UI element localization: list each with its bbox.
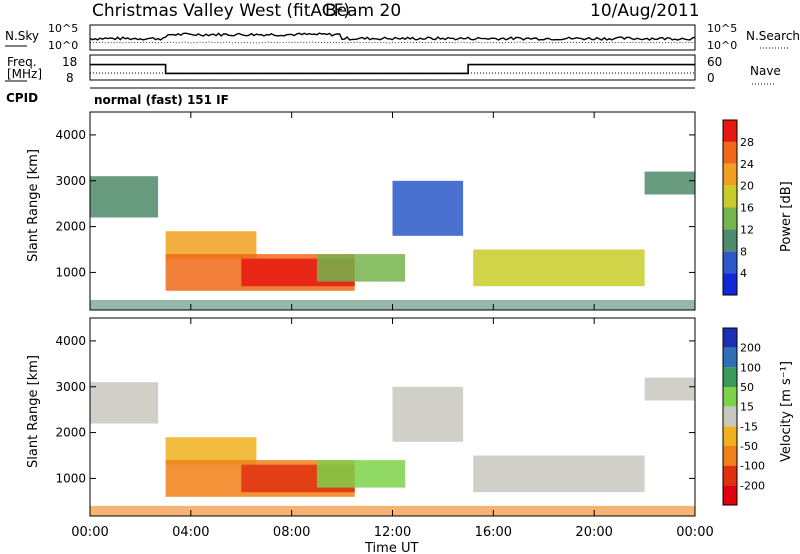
velocity-colorbar-swatch-3: [723, 387, 737, 407]
power-colorbar-frame: [722, 119, 738, 296]
power-echo-region-4: [316, 254, 406, 282]
power-colorbar-swatch-7: [723, 120, 737, 142]
power-colorbar-tick-5: 24: [740, 158, 754, 171]
velocity-colorbar-swatch-7: [723, 465, 737, 486]
cpid-label: CPID: [6, 91, 38, 105]
power-colorbar-swatch-5: [723, 163, 737, 186]
xtick-label-5: 20:00: [575, 525, 612, 540]
freq-tick-top: 18: [62, 55, 77, 69]
velocity-echo-region-5: [392, 386, 464, 442]
beam-label: Beam 20: [325, 1, 401, 21]
noise-traces: [89, 32, 696, 44]
noise-right-label: N.Search: [746, 29, 800, 43]
power-colorbar-swatch-2: [723, 229, 737, 252]
freq-panel-frame: [89, 54, 696, 81]
velocity-yaxis: 1000 2000 3000 4000: [55, 334, 695, 485]
velocity-colorbar-swatch-4: [723, 406, 737, 427]
velocity-colorbar-frame: [722, 327, 738, 506]
velocity-colorbar-swatch-5: [723, 426, 737, 446]
velocity-ytick-label-2: 3000: [55, 380, 86, 394]
time-axis: 00:00 04:00 08:00 12:00 16:00 20:00 00:00: [71, 112, 714, 540]
nave-tick-bottom: 0: [707, 71, 715, 85]
velocity-echo-region-0: [90, 382, 159, 424]
power-echo-region-7: [644, 171, 695, 195]
power-ytick-label-2: 3000: [55, 174, 86, 188]
xtick-label-6: 00:00: [676, 525, 713, 540]
xaxis-label: Time UT: [364, 541, 418, 554]
xtick-label-1: 04:00: [172, 525, 209, 540]
velocity-echo-region-4: [316, 460, 406, 488]
power-colorbar-swatch-3: [723, 207, 737, 230]
velocity-colorbar-tick-3: 15: [740, 401, 754, 414]
power-ylabel: Slant Range [km]: [26, 149, 41, 262]
noise-sky-trace: [89, 32, 696, 41]
velocity-colorbar-tick-1: 100: [740, 361, 761, 374]
power-colorbar-tick-3: 16: [740, 202, 754, 215]
power-ytick-label-0: 1000: [55, 265, 86, 279]
power-colorbar-tick-4: 20: [740, 180, 754, 193]
velocity-ytick-label-1: 2000: [55, 426, 86, 440]
station-title: Christmas Valley West (fitACF): [92, 1, 350, 21]
xtick-label-4: 16:00: [475, 525, 512, 540]
velocity-colorbar-tick-0: 200: [740, 342, 761, 355]
noise-right-tick-top: 10^5: [707, 22, 737, 35]
power-echo-region-0: [90, 176, 159, 218]
freq-step-line: [90, 63, 695, 75]
power-colorbar-swatch-0: [723, 273, 737, 295]
noise-left-tick-bottom: 10^0: [48, 39, 78, 52]
date-label: 10/Aug/2011: [590, 1, 700, 21]
freq-tick-bottom: 8: [66, 71, 74, 85]
velocity-colorbar: 200 100 50 15 -15 -50 -100 -200: [722, 327, 765, 506]
xtick-label-2: 08:00: [273, 525, 310, 540]
velocity-colorbar-label: Velocity [m s⁻¹]: [779, 361, 794, 462]
power-ytick-label-3: 4000: [55, 128, 86, 142]
velocity-echo-region-6: [473, 455, 645, 493]
noise-left-label: N.Sky: [5, 29, 39, 43]
power-colorbar: 4 8 12 16 20 24 28: [722, 119, 754, 296]
velocity-heatmap: [90, 377, 695, 516]
power-colorbar-tick-1: 8: [740, 245, 747, 258]
power-ytick-label-1: 2000: [55, 220, 86, 234]
xtick-label-0: 00:00: [71, 525, 108, 540]
velocity-colorbar-swatch-8: [723, 485, 737, 505]
power-colorbar-tick-6: 28: [740, 136, 754, 149]
power-echo-region-5: [392, 180, 464, 236]
velocity-echo-region-7: [644, 377, 695, 401]
velocity-colorbar-tick-6: -100: [740, 460, 765, 473]
power-colorbar-tick-2: 12: [740, 223, 754, 236]
velocity-colorbar-swatch-6: [723, 446, 737, 466]
power-colorbar-tick-0: 4: [740, 267, 747, 280]
power-yaxis: 1000 2000 3000 4000: [55, 128, 695, 279]
cpid-value: normal (fast) 151 IF: [94, 93, 229, 107]
freq-left-label-1: Freq.: [7, 55, 37, 69]
velocity-ytick-label-3: 4000: [55, 334, 86, 348]
xtick-label-3: 12:00: [374, 525, 411, 540]
noise-left-tick-top: 10^5: [48, 22, 78, 35]
velocity-colorbar-tick-2: 50: [740, 381, 754, 394]
velocity-colorbar-swatch-2: [723, 367, 737, 387]
noise-search-trace: [89, 41, 696, 44]
velocity-colorbar-swatch-1: [723, 347, 737, 368]
velocity-colorbar-tick-7: -200: [740, 479, 765, 492]
velocity-ylabel: Slant Range [km]: [26, 355, 41, 468]
power-colorbar-label: Power [dB]: [779, 181, 794, 252]
power-echo-region-6: [473, 249, 645, 287]
velocity-colorbar-tick-4: -15: [740, 420, 758, 433]
velocity-colorbar-tick-5: -50: [740, 440, 758, 453]
power-colorbar-swatch-1: [723, 251, 737, 274]
nave-label: Nave: [750, 64, 781, 78]
power-colorbar-swatch-6: [723, 141, 737, 164]
nave-tick-top: 60: [707, 55, 722, 69]
velocity-colorbar-swatch-0: [723, 328, 737, 348]
velocity-ytick-label-0: 1000: [55, 471, 86, 485]
power-heatmap: [90, 171, 695, 310]
noise-right-tick-bottom: 10^0: [707, 39, 737, 52]
freq-left-label-2: [MHz]: [7, 67, 42, 81]
power-colorbar-swatch-4: [723, 185, 737, 208]
